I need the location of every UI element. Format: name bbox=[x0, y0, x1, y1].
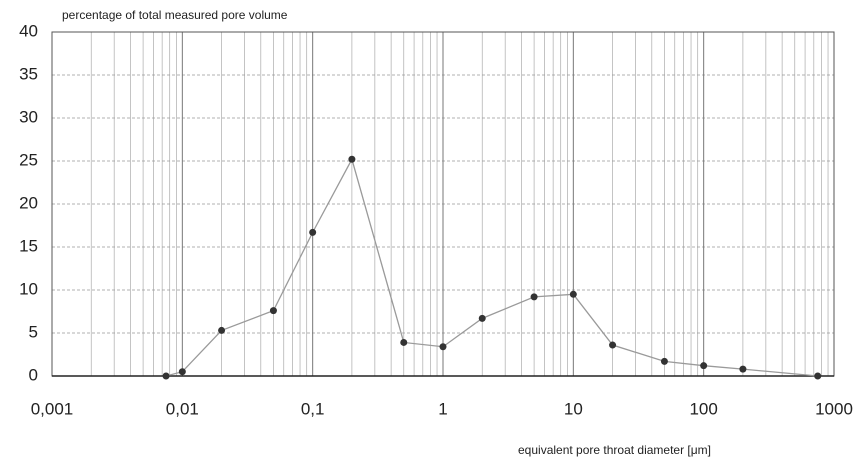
data-point bbox=[400, 338, 408, 346]
y-tick-label: 35 bbox=[19, 64, 38, 83]
x-tick-label: 100 bbox=[689, 399, 717, 418]
x-tick-label: 1000 bbox=[815, 399, 853, 418]
x-tick-label: 10 bbox=[564, 399, 583, 418]
y-tick-label: 20 bbox=[19, 193, 38, 212]
x-tick-label: 0,1 bbox=[301, 399, 325, 418]
data-point bbox=[162, 372, 170, 380]
y-tick-label: 5 bbox=[29, 322, 38, 341]
y-tick-label: 25 bbox=[19, 150, 38, 169]
data-point bbox=[348, 155, 356, 163]
y-axis-title: percentage of total measured pore volume bbox=[62, 8, 288, 22]
data-point bbox=[478, 314, 486, 322]
y-tick-label: 40 bbox=[19, 21, 38, 40]
x-tick-label: 0,001 bbox=[31, 399, 74, 418]
data-point bbox=[530, 293, 538, 301]
data-point bbox=[439, 343, 447, 351]
y-tick-label: 15 bbox=[19, 236, 38, 255]
x-tick-label: 1 bbox=[438, 399, 447, 418]
y-tick-label: 30 bbox=[19, 107, 38, 126]
x-tick-label: 0,01 bbox=[166, 399, 199, 418]
data-point bbox=[309, 228, 317, 236]
data-line bbox=[165, 157, 818, 377]
data-point bbox=[700, 362, 708, 370]
data-point bbox=[739, 365, 747, 373]
y-tick-label: 10 bbox=[19, 279, 38, 298]
data-point bbox=[269, 307, 277, 315]
data-point bbox=[660, 357, 668, 365]
y-tick-label: 0 bbox=[29, 365, 38, 384]
x-axis-title: equivalent pore throat diameter [μm] bbox=[518, 443, 711, 457]
data-point bbox=[609, 341, 617, 349]
data-point bbox=[218, 326, 226, 334]
data-point bbox=[569, 290, 577, 298]
data-point bbox=[814, 372, 822, 380]
data-point bbox=[178, 368, 186, 376]
